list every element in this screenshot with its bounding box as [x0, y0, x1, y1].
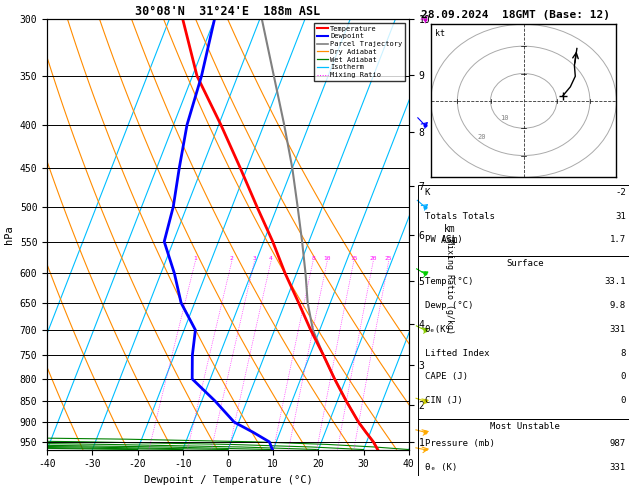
Text: 15: 15 — [350, 256, 357, 261]
Text: Surface: Surface — [506, 260, 544, 268]
Text: Totals Totals: Totals Totals — [425, 211, 494, 221]
Text: 9.8: 9.8 — [610, 301, 626, 310]
Text: 8: 8 — [311, 256, 315, 261]
Text: 331: 331 — [610, 463, 626, 472]
Text: 4: 4 — [269, 256, 273, 261]
Text: 0: 0 — [620, 372, 626, 382]
Text: Lifted Index: Lifted Index — [425, 348, 489, 358]
Text: -2: -2 — [615, 188, 626, 197]
Text: 33.1: 33.1 — [604, 277, 626, 286]
Text: 3: 3 — [252, 256, 256, 261]
Text: 31: 31 — [615, 211, 626, 221]
Text: PW (cm): PW (cm) — [425, 235, 462, 244]
Text: θₑ (K): θₑ (K) — [425, 463, 457, 472]
Text: 10: 10 — [501, 115, 509, 121]
Legend: Temperature, Dewpoint, Parcel Trajectory, Dry Adiabat, Wet Adiabat, Isotherm, Mi: Temperature, Dewpoint, Parcel Trajectory… — [314, 23, 405, 81]
Text: 2: 2 — [230, 256, 234, 261]
Title: 30°08'N  31°24'E  188m ASL: 30°08'N 31°24'E 188m ASL — [135, 5, 321, 18]
Bar — [418, 185, 629, 257]
Y-axis label: km
ASL: km ASL — [441, 224, 459, 245]
Text: 20: 20 — [477, 134, 486, 140]
Text: Pressure (mb): Pressure (mb) — [425, 439, 494, 448]
Bar — [418, 257, 629, 419]
Text: CIN (J): CIN (J) — [425, 397, 462, 405]
Text: 331: 331 — [610, 325, 626, 334]
Text: 1.7: 1.7 — [610, 235, 626, 244]
Text: Most Unstable: Most Unstable — [490, 422, 560, 431]
Text: K: K — [425, 188, 430, 197]
Text: CAPE (J): CAPE (J) — [425, 372, 468, 382]
Text: Mixing Ratio (g/kg): Mixing Ratio (g/kg) — [445, 239, 454, 333]
Y-axis label: hPa: hPa — [4, 225, 14, 244]
Text: kt: kt — [435, 29, 445, 38]
Text: 10: 10 — [323, 256, 331, 261]
X-axis label: Dewpoint / Temperature (°C): Dewpoint / Temperature (°C) — [143, 475, 313, 485]
Text: 0: 0 — [620, 397, 626, 405]
Text: θₑ(K): θₑ(K) — [425, 325, 452, 334]
Text: 1: 1 — [194, 256, 198, 261]
Text: 25: 25 — [385, 256, 392, 261]
Text: 987: 987 — [610, 439, 626, 448]
Text: Temp (°C): Temp (°C) — [425, 277, 473, 286]
Text: 28.09.2024  18GMT (Base: 12): 28.09.2024 18GMT (Base: 12) — [421, 10, 610, 20]
Text: Dewp (°C): Dewp (°C) — [425, 301, 473, 310]
Text: 8: 8 — [620, 348, 626, 358]
Bar — [418, 419, 629, 486]
Text: 20: 20 — [369, 256, 377, 261]
